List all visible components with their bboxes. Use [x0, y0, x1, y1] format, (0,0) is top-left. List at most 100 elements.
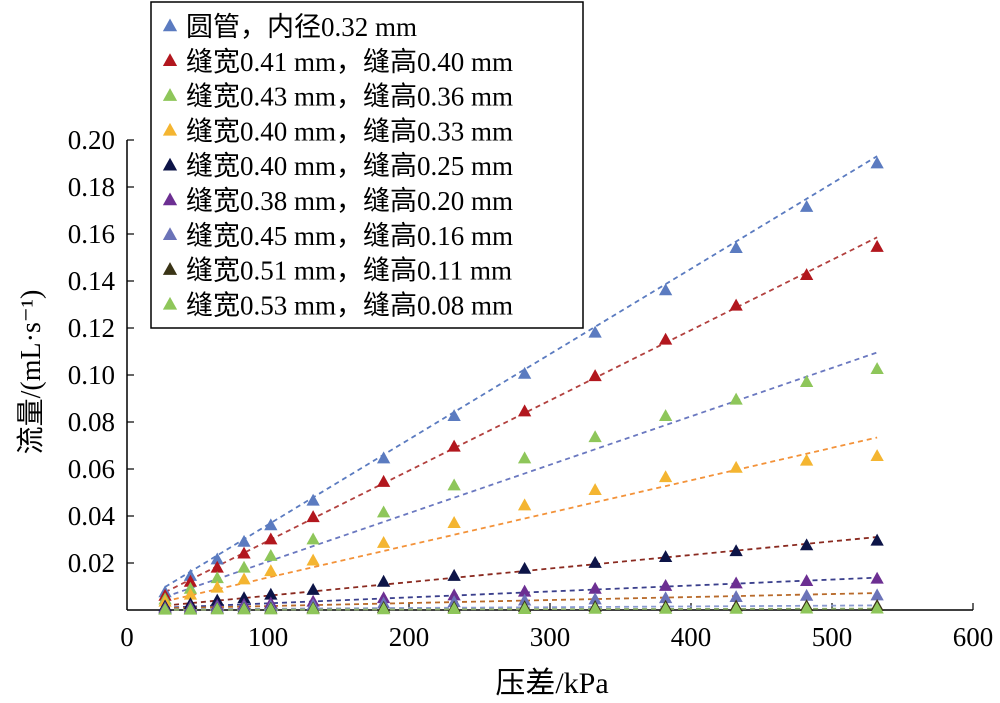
legend-label: 缝宽0.45 mm，缝高0.16 mm: [186, 221, 513, 251]
data-point: [306, 553, 320, 566]
data-points: [158, 156, 884, 615]
y-tick-label: 0.18: [68, 172, 115, 202]
data-point: [588, 592, 602, 605]
legend-marker: [162, 262, 178, 275]
x-tick-label: 400: [671, 622, 712, 652]
data-point: [517, 593, 532, 606]
data-point: [729, 601, 743, 614]
data-point: [870, 449, 884, 461]
data-point: [183, 602, 198, 615]
legend-label: 缝宽0.53 mm，缝高0.08 mm: [186, 290, 513, 320]
fit-line: [164, 155, 878, 588]
data-point: [729, 392, 743, 405]
legend-marker: [162, 227, 178, 241]
legend-marker: [162, 122, 178, 136]
data-point: [799, 199, 814, 212]
data-point: [870, 362, 884, 375]
data-point: [210, 602, 224, 615]
data-point: [237, 572, 251, 585]
legend-marker: [162, 88, 178, 101]
data-point: [588, 369, 602, 382]
data-point: [517, 584, 532, 597]
y-tick-label: 0.04: [68, 501, 116, 531]
data-point: [447, 568, 461, 581]
data-point: [376, 474, 391, 487]
data-point: [264, 564, 278, 577]
tick-labels: 0 100 200 300 400 500 600 0.02 0.04 0.06 0.08 0.10 0…: [68, 125, 994, 652]
data-point: [447, 409, 461, 422]
data-point: [799, 453, 814, 466]
x-tick-label: 200: [389, 622, 430, 652]
data-point: [658, 550, 673, 563]
data-point: [237, 591, 251, 604]
legend-label: 缝宽0.43 mm，缝高0.36 mm: [186, 82, 513, 112]
data-point: [447, 478, 461, 491]
legend-label: 缝宽0.38 mm，缝高0.20 mm: [186, 186, 513, 216]
data-point: [306, 532, 320, 545]
data-point: [588, 601, 602, 614]
data-point: [264, 587, 278, 600]
data-point: [447, 439, 461, 452]
data-point: [306, 583, 320, 595]
data-point: [376, 602, 391, 615]
data-point: [158, 602, 172, 615]
data-point: [517, 561, 532, 574]
legend: 圆管，内径0.32 mm 缝宽0.41 mm，缝高0.40 mm 缝宽0.43 mm…: [150, 1, 584, 329]
data-point: [517, 404, 532, 417]
data-point: [183, 587, 198, 600]
data-point: [447, 602, 461, 614]
data-point: [376, 505, 391, 518]
fit-line: [165, 576, 878, 609]
y-tick-label: 0.02: [68, 548, 115, 578]
legend-label: 缝宽0.40 mm，缝高0.25 mm: [186, 151, 513, 181]
y-axis-label: 流量/(mL·s⁻¹): [15, 290, 47, 455]
legend-marker: [162, 18, 178, 32]
data-point: [447, 516, 461, 528]
data-point: [799, 268, 814, 281]
x-tick-label: 600: [953, 622, 994, 652]
data-point: [237, 602, 251, 615]
fit-line: [164, 536, 878, 607]
data-point: [870, 571, 884, 584]
data-point: [799, 574, 814, 586]
data-point: [517, 451, 532, 464]
data-point: [306, 493, 320, 506]
data-point: [517, 602, 532, 614]
data-point: [729, 544, 743, 557]
data-point: [183, 574, 198, 587]
data-point: [376, 574, 391, 587]
legend-label: 圆管，内径0.32 mm: [186, 12, 417, 42]
legend-label: 缝宽0.40 mm，缝高0.33 mm: [186, 116, 513, 146]
y-tick-label: 0.16: [68, 219, 115, 249]
data-point: [588, 430, 602, 443]
data-point: [729, 590, 743, 602]
y-tick-label: 0.14: [68, 266, 116, 296]
y-tick-label: 0.12: [68, 313, 115, 343]
data-point: [264, 548, 278, 561]
data-point: [210, 560, 224, 573]
y-tick-label: 0.08: [68, 407, 115, 437]
legend-label: 缝宽0.41 mm，缝高0.40 mm: [186, 47, 513, 77]
data-point: [517, 498, 532, 511]
y-tick-label: 0.20: [68, 125, 115, 155]
data-point: [799, 375, 814, 387]
data-point: [729, 241, 743, 253]
data-point: [799, 601, 814, 614]
data-point: [658, 579, 673, 591]
data-point: [729, 460, 743, 473]
legend-marker: [162, 192, 178, 206]
data-point: [264, 532, 278, 545]
data-point: [729, 576, 743, 589]
fit-line: [165, 592, 878, 610]
data-point: [870, 533, 884, 546]
fit-line: [165, 607, 878, 611]
data-point: [870, 156, 884, 169]
data-point: [588, 556, 602, 568]
data-point: [658, 601, 673, 614]
data-point: [517, 366, 532, 379]
data-point: [210, 580, 224, 593]
data-point: [237, 546, 251, 559]
data-point: [210, 552, 224, 565]
data-point: [447, 588, 461, 601]
x-tick-label: 300: [530, 622, 571, 652]
